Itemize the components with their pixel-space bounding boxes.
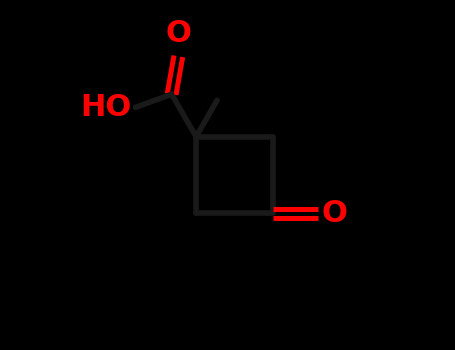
Text: HO: HO [81,93,132,122]
Text: O: O [165,19,191,48]
Text: O: O [322,199,348,228]
